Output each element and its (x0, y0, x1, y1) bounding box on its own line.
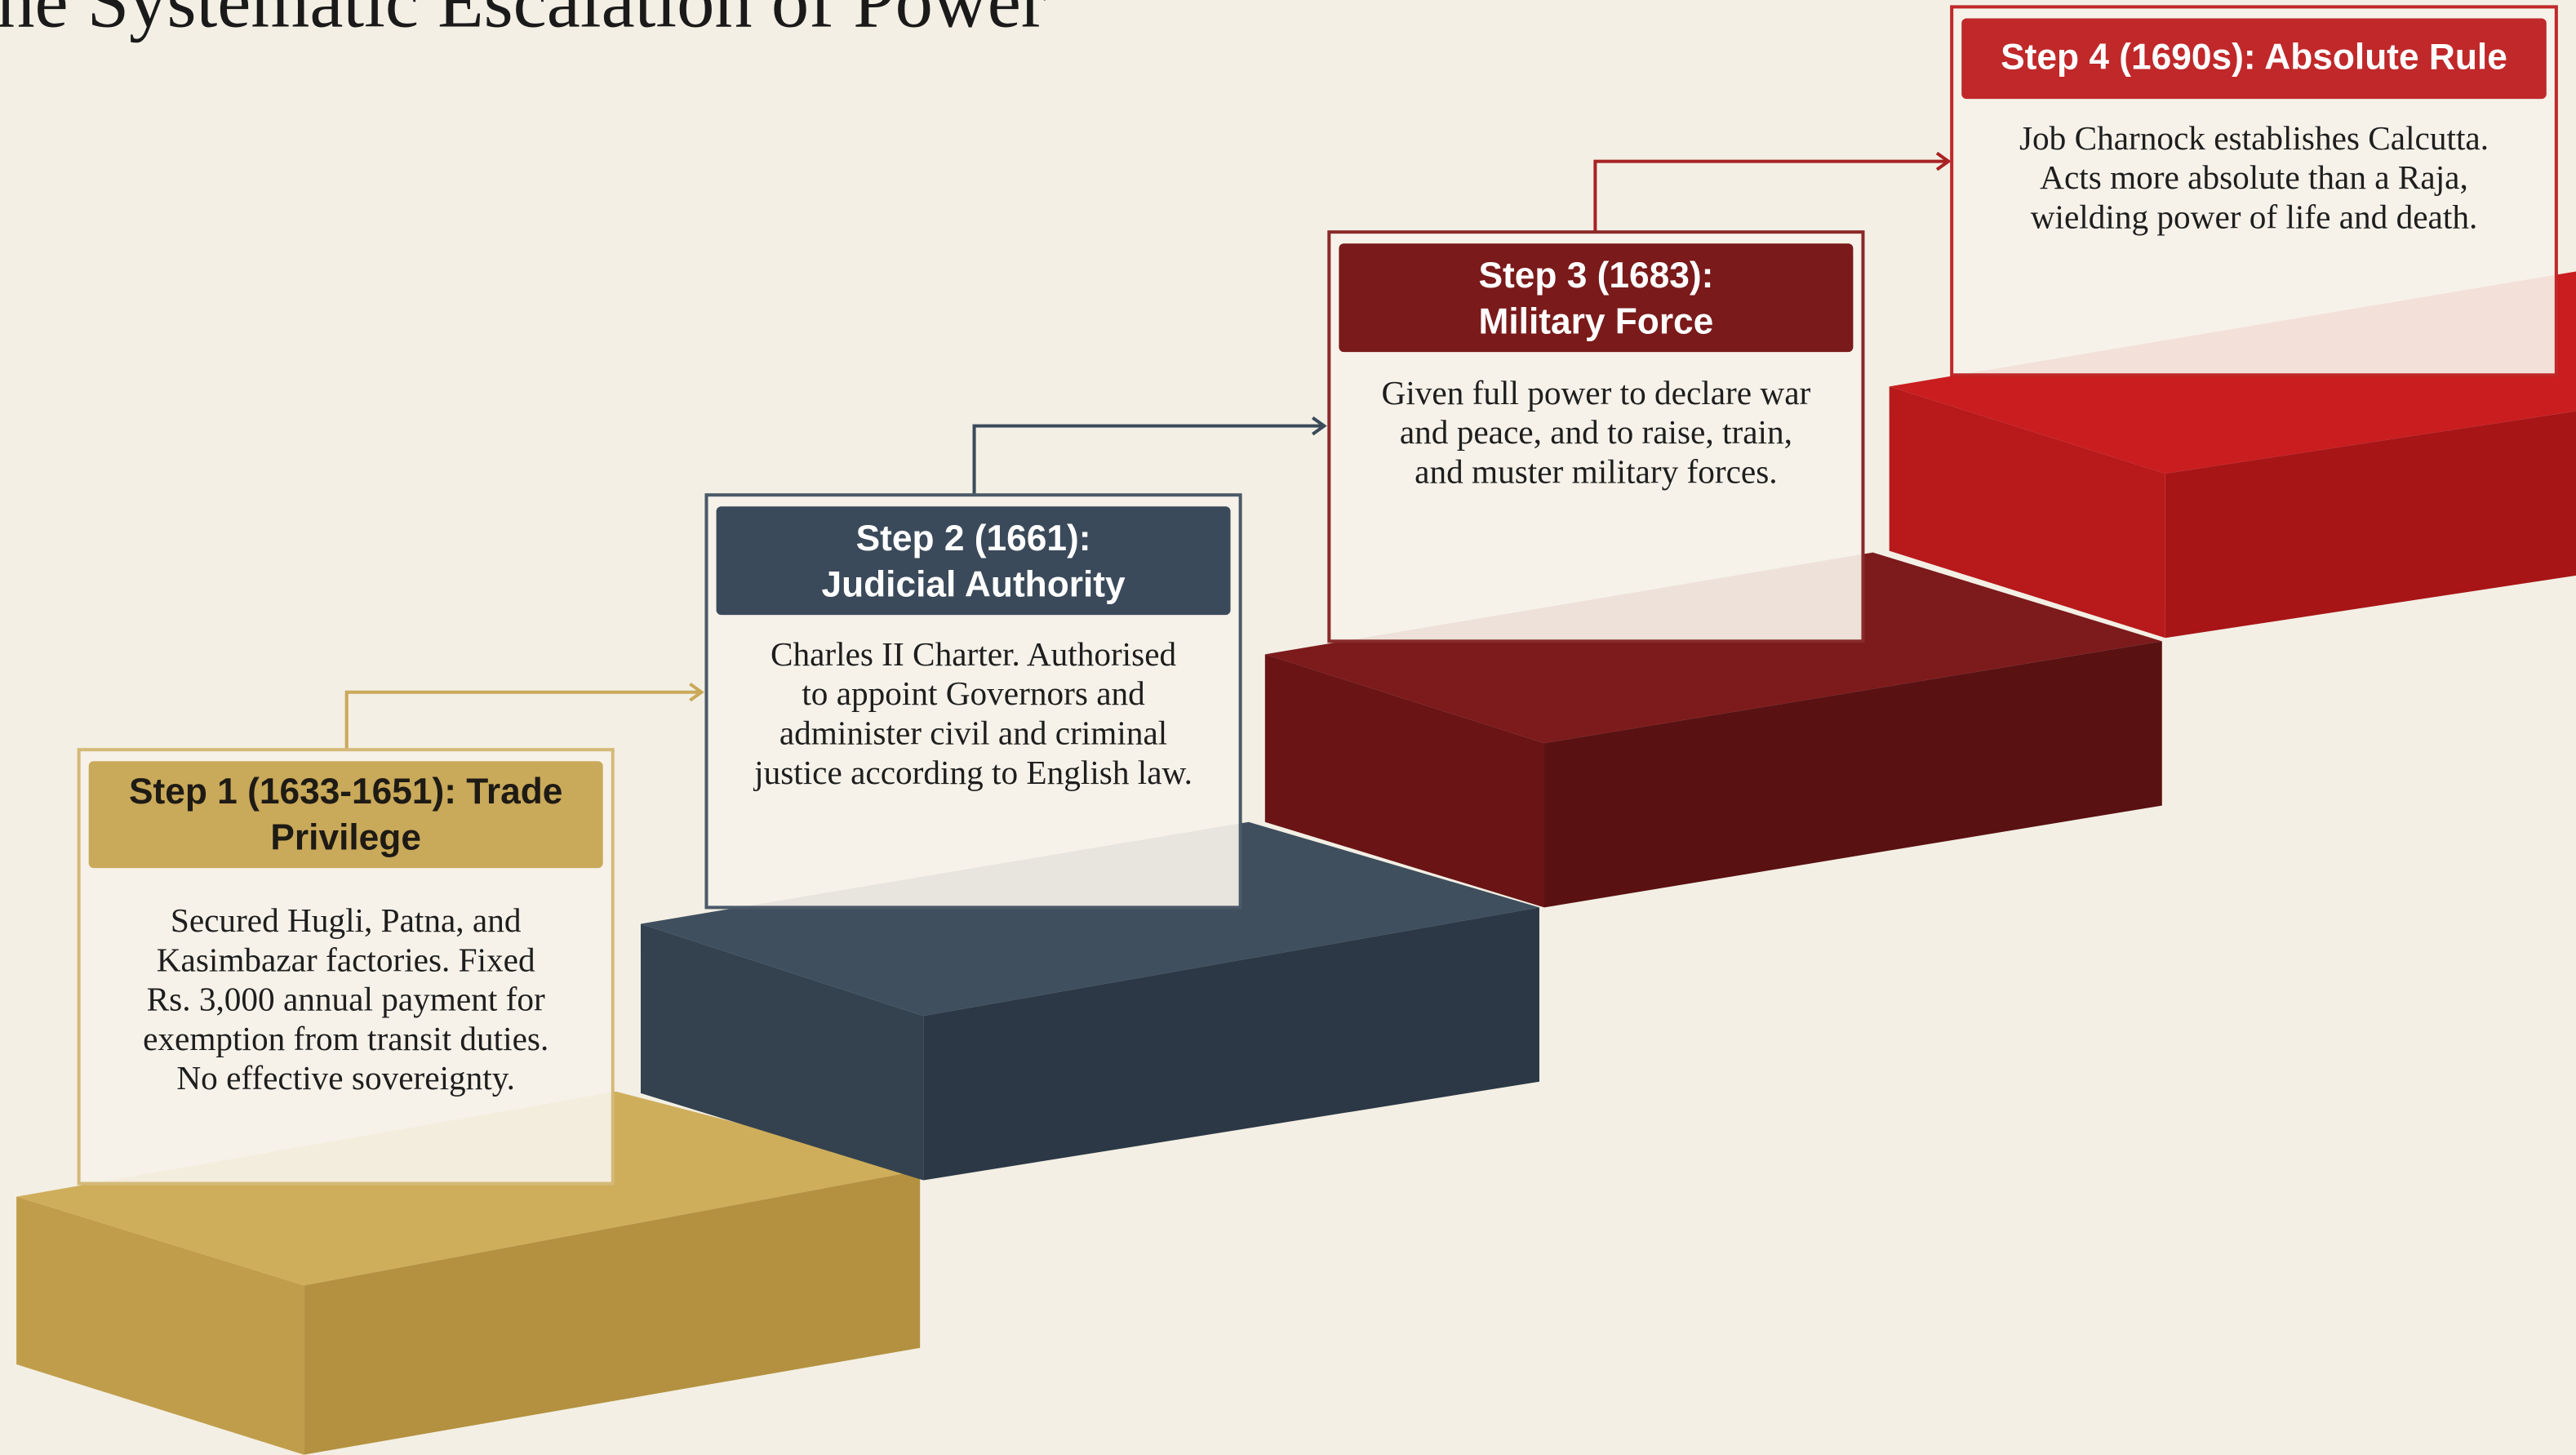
step-body: Charles II Charter. Authorised (771, 635, 1177, 673)
step-title: Step 1 (1633-1651): Trade (129, 772, 562, 812)
step-body: Rs. 3,000 annual payment for (147, 981, 545, 1018)
step-body: No effective sovereignty. (176, 1059, 515, 1097)
step-title: Step 3 (1683): (1478, 256, 1713, 296)
step-body: Secured Hugli, Patna, and (171, 901, 522, 939)
step-body: Kasimbazar factories. Fixed (157, 941, 535, 978)
step-title: Privilege (270, 818, 421, 858)
step-body: justice according to English law. (753, 754, 1193, 791)
step-title: Step 2 (1661): (856, 518, 1091, 558)
step-body: wielding power of life and death. (2031, 198, 2478, 236)
step-title: Judicial Authority (821, 565, 1126, 605)
step-body: Given full power to declare war (1382, 374, 1811, 412)
step-body: and peace, and to raise, train, (1400, 413, 1792, 451)
step-body: administer civil and criminal (779, 714, 1167, 752)
step-body: Acts more absolute than a Raja, (2040, 158, 2468, 196)
step-body: and muster military forces. (1415, 453, 1777, 491)
step-title: Step 4 (1690s): Absolute Rule (2001, 38, 2507, 78)
page: The Systematic Escalation of Power Step … (0, 0, 2576, 1455)
title: The Systematic Escalation of Power (0, 0, 1046, 44)
diagram: The Systematic Escalation of Power Step … (0, 0, 2576, 1455)
step-title: Military Force (1478, 302, 1713, 342)
step-body: exemption from transit duties. (143, 1020, 549, 1057)
step-body: to appoint Governors and (802, 674, 1145, 712)
step-body: Job Charnock establishes Calcutta. (2019, 119, 2489, 157)
